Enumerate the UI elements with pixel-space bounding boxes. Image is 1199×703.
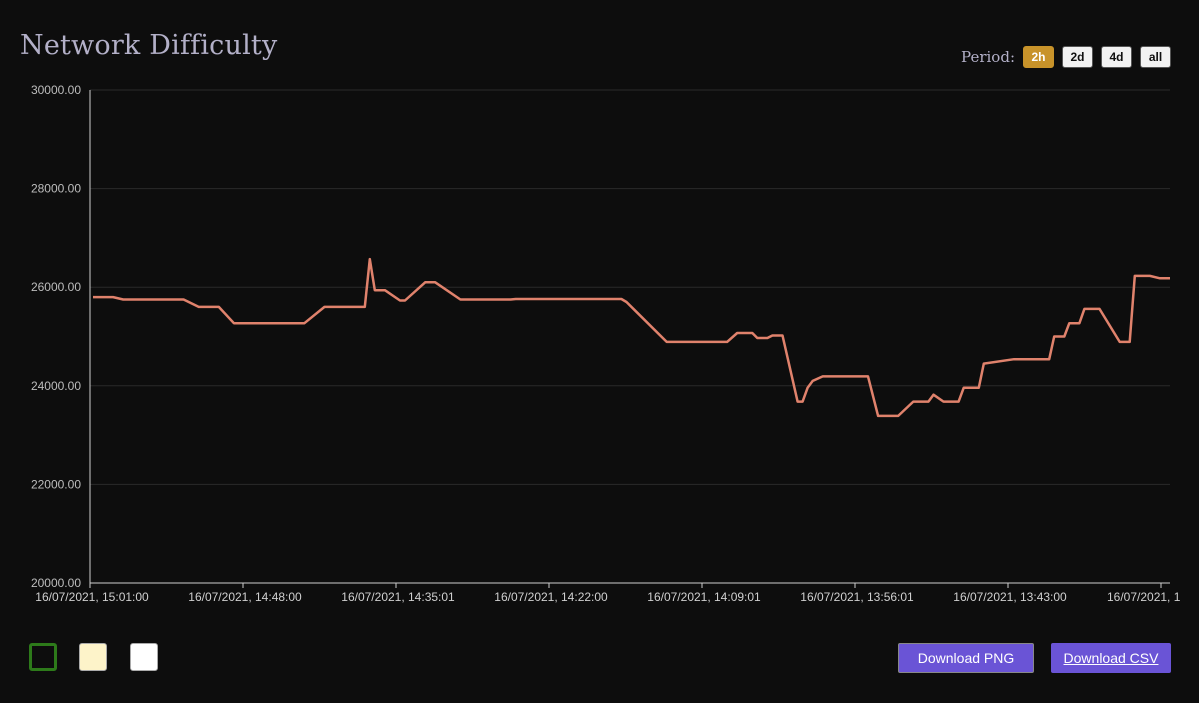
period-label: Period: xyxy=(961,48,1015,66)
period-selector: Period: 2h 2d 4d all xyxy=(961,46,1171,68)
y-tick-label: 26000.00 xyxy=(31,280,81,294)
x-tick-label: 16/07/2021, 15:01:00 xyxy=(35,590,149,604)
chart-title: Network Difficulty xyxy=(20,30,278,61)
cream-theme-swatch[interactable] xyxy=(79,643,107,671)
period-all-button[interactable]: all xyxy=(1140,46,1171,68)
period-2h-button[interactable]: 2h xyxy=(1023,46,1054,68)
y-tick-label: 28000.00 xyxy=(31,182,81,196)
dark-theme-swatch[interactable] xyxy=(29,643,57,671)
x-tick-label: 16/07/2021, 14:09:01 xyxy=(647,590,761,604)
period-4d-button[interactable]: 4d xyxy=(1101,46,1132,68)
chart-axes xyxy=(89,90,1170,588)
chart-series xyxy=(93,257,1170,418)
x-tick-label: 16/07/2021, 13:56:01 xyxy=(800,590,914,604)
y-tick-label: 20000.00 xyxy=(31,576,81,590)
x-tick-label: 16/07/2021, 1 xyxy=(1107,590,1181,604)
y-tick-label: 30000.00 xyxy=(31,83,81,97)
y-tick-label: 24000.00 xyxy=(31,379,81,393)
white-theme-swatch[interactable] xyxy=(130,643,158,671)
x-tick-label: 16/07/2021, 14:35:01 xyxy=(341,590,455,604)
x-tick-label: 16/07/2021, 14:22:00 xyxy=(494,590,608,604)
y-axis-labels: 20000.00 22000.00 24000.00 26000.00 28000.00… xyxy=(31,83,81,590)
x-tick-label: 16/07/2021, 14:48:00 xyxy=(188,590,302,604)
download-png-button[interactable]: Download PNG xyxy=(898,643,1034,673)
chart-grid xyxy=(90,89,1170,485)
difficulty-series-line xyxy=(93,257,1170,418)
period-2d-button[interactable]: 2d xyxy=(1062,46,1093,68)
download-csv-button[interactable]: Download CSV xyxy=(1051,643,1171,673)
difficulty-line-chart: 20000.00 22000.00 24000.00 26000.00 28000.00… xyxy=(31,83,1181,604)
x-tick-label: 16/07/2021, 13:43:00 xyxy=(953,590,1067,604)
x-axis-labels: 16/07/2021, 15:01:00 16/07/2021, 14:48:00… xyxy=(35,590,1180,604)
y-tick-label: 22000.00 xyxy=(31,477,81,491)
